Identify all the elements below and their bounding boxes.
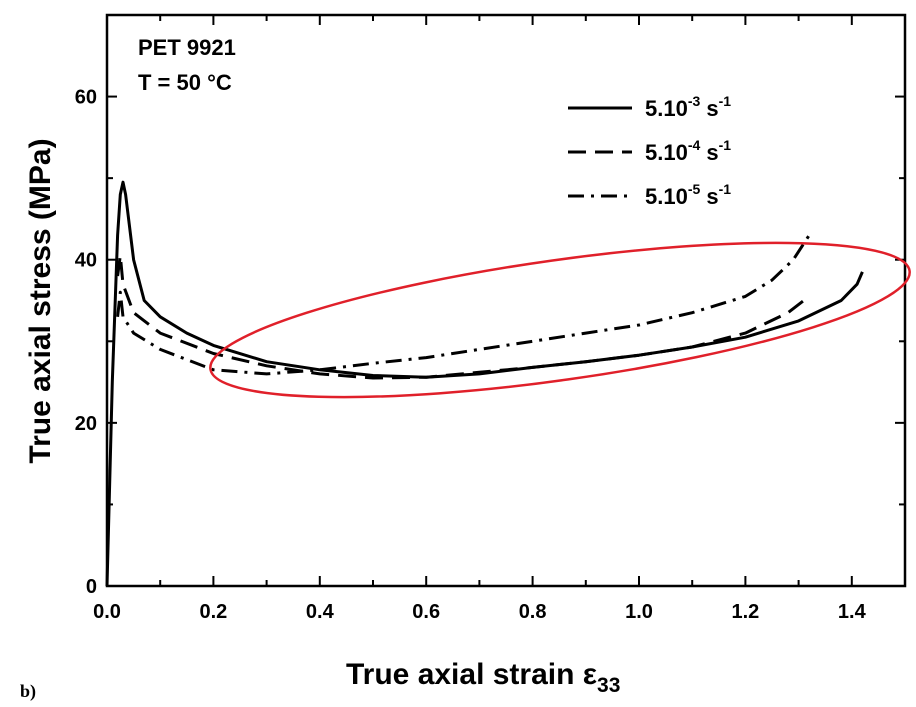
y-tick-labels: 0 20 40 60: [75, 87, 97, 598]
x-tick-label: 0.6: [412, 601, 440, 623]
legend-label-unit-exponent: -1: [719, 181, 732, 197]
series-line-1: [105, 180, 864, 587]
y-tick-label: 60: [75, 87, 97, 109]
legend-label-unit: s: [700, 96, 718, 121]
plot-frame: [105, 13, 907, 588]
legend-label-exponent: -4: [688, 137, 701, 153]
x-axis-title-subscript: 33: [597, 674, 620, 697]
x-tick-label: 0.4: [306, 601, 335, 623]
legend: 5.10-3 s-15.10-4 s-15.10-5 s-1: [568, 93, 731, 209]
x-tick-label: 0.0: [93, 601, 121, 623]
legend-label-base: 5.10: [645, 184, 688, 209]
x-tick-label: 1.0: [625, 601, 653, 623]
y-axis-title: True axial stress (MPa): [24, 138, 57, 463]
legend-label-1: 5.10-3 s-1: [645, 93, 731, 121]
legend-label-2: 5.10-4 s-1: [645, 137, 731, 165]
series-line-3: [116, 234, 811, 376]
legend-label-exponent: -3: [688, 93, 701, 109]
y-tick-label: 40: [75, 250, 97, 272]
legend-label-unit: s: [700, 184, 718, 209]
panel-label: b): [20, 681, 36, 702]
x-tick-labels: 0.0 0.2 0.4 0.6 0.8 1.0 1.2 1.4: [93, 601, 866, 623]
highlight-ellipse: [209, 241, 911, 399]
x-axis-title: True axial strain ε33: [346, 658, 620, 697]
legend-label-base: 5.10: [645, 140, 688, 165]
y-tick-label: 20: [75, 413, 97, 435]
y-tick-label: 0: [86, 576, 97, 598]
series-line-2: [116, 254, 811, 380]
legend-label-unit-exponent: -1: [719, 93, 732, 109]
x-tick-label: 1.4: [838, 601, 867, 623]
legend-label-3: 5.10-5 s-1: [645, 181, 731, 209]
x-tick-label: 0.8: [519, 601, 547, 623]
series-lines: [105, 180, 864, 587]
x-tick-label: 1.2: [731, 601, 759, 623]
legend-label-unit: s: [700, 140, 718, 165]
annotation-material: PET 9921: [138, 35, 236, 60]
annotation-temperature: T = 50 °C: [138, 70, 232, 95]
plot-area-border: [105, 13, 907, 588]
legend-label-exponent: -5: [688, 181, 701, 197]
legend-label-base: 5.10: [645, 96, 688, 121]
axis-ticks: [106, 14, 906, 587]
x-axis-title-main: True axial strain ε: [346, 658, 597, 691]
legend-label-unit-exponent: -1: [719, 137, 732, 153]
x-tick-label: 0.2: [199, 601, 227, 623]
